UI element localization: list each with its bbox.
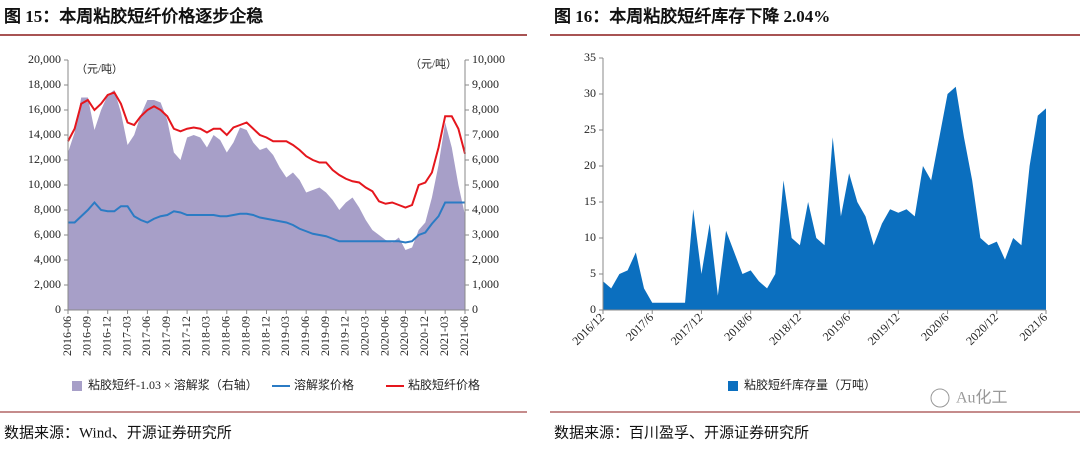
x-tick-label: 2016-12 bbox=[99, 316, 113, 356]
x-tick-label: 2018-03 bbox=[199, 316, 213, 356]
area bbox=[603, 86, 1046, 310]
y2-tick-label: 4,000 bbox=[472, 202, 499, 216]
x-tick-label: 2021/6 bbox=[1017, 310, 1050, 343]
y-tick-label: 16,000 bbox=[28, 102, 61, 116]
x-tick-label: 2018/6 bbox=[721, 310, 754, 343]
x-tick-label: 2018/12 bbox=[766, 310, 804, 348]
y-tick-label: 8,000 bbox=[34, 202, 61, 216]
watermark-icon bbox=[930, 388, 950, 408]
y-tick-label: 6,000 bbox=[34, 227, 61, 241]
source: 数据来源：Wind、开源证券研究所 bbox=[4, 424, 232, 441]
y-tick-label: 12,000 bbox=[28, 152, 61, 166]
y-tick-label: 25 bbox=[584, 122, 596, 136]
y-tick-label: 35 bbox=[584, 50, 596, 64]
y2-tick-label: 6,000 bbox=[472, 152, 499, 166]
axis-unit: （元/吨） bbox=[410, 58, 457, 71]
x-tick-label: 2016-09 bbox=[80, 316, 94, 356]
x-tick-label: 2017-03 bbox=[119, 316, 133, 356]
x-tick-label: 2016-06 bbox=[60, 316, 74, 356]
y2-tick-label: 7,000 bbox=[472, 127, 499, 141]
x-tick-label: 2019/6 bbox=[820, 310, 853, 343]
y-tick-label: 10,000 bbox=[28, 177, 61, 191]
legend-label: 溶解浆价格 bbox=[294, 377, 354, 392]
y-tick-label: 0 bbox=[590, 302, 596, 316]
watermark: Au化工 bbox=[956, 389, 1008, 407]
x-tick-label: 2020/6 bbox=[918, 310, 951, 343]
y-tick-label: 20,000 bbox=[28, 52, 61, 66]
x-tick-label: 2020-09 bbox=[397, 316, 411, 356]
y-tick-label: 0 bbox=[55, 302, 61, 316]
y2-tick-label: 2,000 bbox=[472, 252, 499, 266]
y2-tick-label: 10,000 bbox=[472, 52, 505, 66]
x-tick-label: 2020/12 bbox=[963, 310, 1001, 348]
line bbox=[67, 91, 466, 209]
legend-label: 粘胶短纤价格 bbox=[408, 377, 480, 392]
x-tick-label: 2021-03 bbox=[437, 316, 451, 356]
x-tick-label: 2019-03 bbox=[278, 316, 292, 356]
x-tick-label: 2018-06 bbox=[219, 316, 233, 356]
x-tick-label: 2016/12 bbox=[569, 310, 607, 348]
y2-tick-label: 5,000 bbox=[472, 177, 499, 191]
x-tick-label: 2019-12 bbox=[338, 316, 352, 356]
source: 数据来源：百川盈孚、开源证券研究所 bbox=[554, 424, 809, 441]
chart-title: 图 16：本周粘胶短纤库存下降 2.04% bbox=[554, 6, 830, 26]
x-tick-label: 2019-09 bbox=[318, 316, 332, 356]
x-tick-label: 2017/6 bbox=[623, 310, 656, 343]
y-tick-label: 30 bbox=[584, 86, 596, 100]
y2-tick-label: 0 bbox=[472, 302, 478, 316]
line bbox=[68, 200, 465, 244]
x-tick-label: 2017-12 bbox=[179, 316, 193, 356]
axis-unit: （元/吨） bbox=[76, 63, 123, 76]
y2-tick-label: 1,000 bbox=[472, 277, 499, 291]
y-tick-label: 10 bbox=[584, 230, 596, 244]
y2-tick-label: 9,000 bbox=[472, 77, 499, 91]
area bbox=[68, 90, 465, 310]
x-tick-label: 2017-09 bbox=[159, 316, 173, 356]
y2-tick-label: 3,000 bbox=[472, 227, 499, 241]
x-tick-label: 2021-06 bbox=[457, 316, 471, 356]
x-tick-label: 2020-06 bbox=[377, 316, 391, 356]
x-tick-label: 2019/12 bbox=[865, 310, 903, 348]
legend-swatch bbox=[728, 381, 738, 391]
y-tick-label: 15 bbox=[584, 194, 596, 208]
x-tick-label: 2018-09 bbox=[238, 316, 252, 356]
legend-swatch bbox=[72, 381, 82, 391]
y-tick-label: 14,000 bbox=[28, 127, 61, 141]
y-tick-label: 4,000 bbox=[34, 252, 61, 266]
x-tick-label: 2020-12 bbox=[417, 316, 431, 356]
legend-label: 粘胶短纤-1.03 × 溶解浆（右轴） bbox=[88, 377, 258, 392]
y-tick-label: 18,000 bbox=[28, 77, 61, 91]
x-tick-label: 2020-03 bbox=[358, 316, 372, 356]
y-tick-label: 5 bbox=[590, 266, 596, 280]
y2-tick-label: 8,000 bbox=[472, 102, 499, 116]
chart-title: 图 15：本周粘胶短纤价格逐步企稳 bbox=[4, 6, 263, 26]
y-tick-label: 2,000 bbox=[34, 277, 61, 291]
x-tick-label: 2019-06 bbox=[298, 316, 312, 356]
legend-label: 粘胶短纤库存量（万吨） bbox=[744, 377, 876, 392]
x-tick-label: 2018-12 bbox=[258, 316, 272, 356]
x-tick-label: 2017-06 bbox=[139, 316, 153, 356]
x-tick-label: 2017/12 bbox=[668, 310, 706, 348]
y-tick-label: 20 bbox=[584, 158, 596, 172]
